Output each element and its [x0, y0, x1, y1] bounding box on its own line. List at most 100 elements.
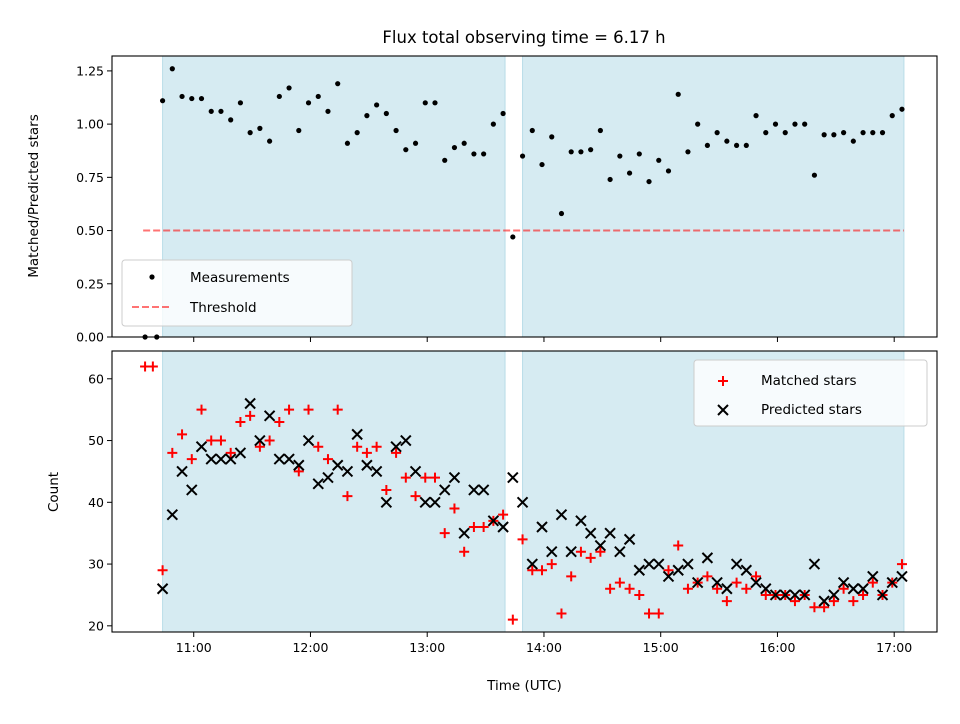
measurement-point	[519, 153, 526, 159]
predicted-stars-point	[750, 576, 762, 589]
legend-measurements-marker	[149, 274, 155, 280]
predicted-stars-point	[516, 496, 529, 509]
measurement-point	[665, 168, 672, 174]
measurement-point	[354, 130, 360, 136]
axes-frame	[111, 55, 938, 338]
measurement-point	[471, 151, 477, 157]
predicted-stars-point	[896, 570, 908, 583]
predicted-stars-point	[186, 484, 198, 496]
y-tick-label: 40	[88, 495, 104, 510]
observing-window-band	[162, 350, 506, 633]
bottom-panel: 20 30 40 50 60 11:00 12:00 13:00 14:00 15:00 16:00…	[46, 350, 938, 694]
matched-stars-point	[274, 417, 285, 428]
measurement-point	[685, 149, 691, 155]
matched-stars-point	[751, 571, 762, 582]
predicted-stars-point	[828, 589, 840, 601]
measurement-point	[276, 93, 282, 100]
predicted-stars-point	[400, 434, 412, 447]
measurement-point	[879, 130, 886, 136]
matched-stars-point	[459, 546, 470, 557]
matched-stars-point	[819, 602, 830, 613]
legend-box	[121, 259, 353, 327]
predicted-stars-point	[837, 576, 850, 589]
matched-stars-point	[381, 484, 392, 495]
predicted-stars-point	[614, 546, 626, 558]
measurement-point	[675, 91, 681, 97]
measurement-point	[490, 121, 496, 127]
matched-stars-point	[702, 571, 713, 582]
predicted-stars-point	[458, 527, 470, 539]
measurement-point	[481, 151, 487, 157]
measurement-point	[597, 127, 603, 134]
matched-stars-point	[342, 491, 353, 502]
x-tick-label: 15:00	[643, 640, 679, 655]
measurement-point	[179, 93, 185, 100]
matched-stars-point	[225, 447, 236, 458]
matched-stars-point	[429, 472, 440, 483]
matched-stars-point	[293, 466, 304, 477]
x-tick-label: 14:00	[526, 640, 562, 655]
measurement-point	[802, 121, 808, 127]
predicted-stars-point	[205, 453, 217, 465]
measurement-point	[461, 140, 467, 146]
chart-title: Flux total observing time = 6.17 h	[382, 28, 665, 47]
matched-stars-point	[196, 404, 207, 415]
matched-stars-point	[400, 472, 411, 483]
predicted-stars-point	[195, 441, 208, 453]
predicted-stars-point	[594, 539, 607, 552]
legend-matched-label: Matched stars	[761, 373, 857, 389]
predicted-stars-point	[468, 484, 480, 496]
measurement-point	[889, 113, 895, 119]
measurement-point	[422, 100, 428, 106]
measurement-point	[792, 121, 798, 127]
matched-stars-point	[546, 559, 557, 570]
measurement-point	[500, 110, 506, 117]
measurement-point	[724, 138, 730, 144]
measurement-point	[237, 100, 244, 106]
measurement-point	[763, 130, 769, 136]
predicted-stars-point	[526, 558, 538, 570]
measurement-point	[782, 130, 788, 136]
predicted-stars-point	[322, 471, 334, 484]
predicted-stars-point	[847, 583, 860, 595]
matched-stars-point	[157, 565, 168, 576]
matched-stars-point	[449, 503, 460, 514]
matched-stars-point	[147, 361, 158, 372]
predicted-stars-point	[380, 496, 393, 509]
measurement-point	[568, 149, 574, 155]
y-tick-label: 30	[88, 557, 104, 572]
predicted-stars-point	[224, 453, 237, 465]
matched-stars-point	[245, 410, 256, 421]
matched-stars-point	[741, 583, 752, 594]
measurement-point	[335, 81, 341, 87]
measurement-point	[286, 85, 292, 91]
matched-stars-point	[731, 577, 742, 588]
predicted-stars-point	[643, 558, 655, 570]
measurement-point	[656, 157, 662, 163]
y-tick-label: 0.75	[76, 170, 104, 185]
predicted-stars-point	[575, 515, 587, 527]
predicted-stars-point	[691, 576, 704, 589]
measurement-point	[305, 100, 312, 106]
matched-stars-point	[507, 614, 518, 625]
matched-stars-point	[468, 522, 479, 533]
matched-stars-point	[332, 404, 343, 415]
matched-stars-point	[653, 608, 664, 619]
matched-stars-point	[498, 509, 509, 520]
matched-stars-point	[177, 429, 188, 440]
measurement-point	[607, 176, 613, 183]
predicted-stars-point	[302, 434, 315, 447]
measurement-point	[529, 127, 535, 134]
predicted-stars-point	[166, 508, 179, 521]
matched-stars-point	[284, 404, 295, 415]
measurement-point	[714, 130, 720, 136]
matched-stars-point	[644, 608, 655, 619]
measurement-point	[344, 140, 351, 146]
measurement-point	[228, 117, 234, 123]
predicted-stars-point	[769, 589, 782, 601]
x-axis-label: Time (UTC)	[486, 678, 562, 694]
predicted-stars-point	[565, 546, 577, 558]
predicted-stars-point	[808, 558, 821, 570]
predicted-stars-point	[312, 478, 324, 490]
